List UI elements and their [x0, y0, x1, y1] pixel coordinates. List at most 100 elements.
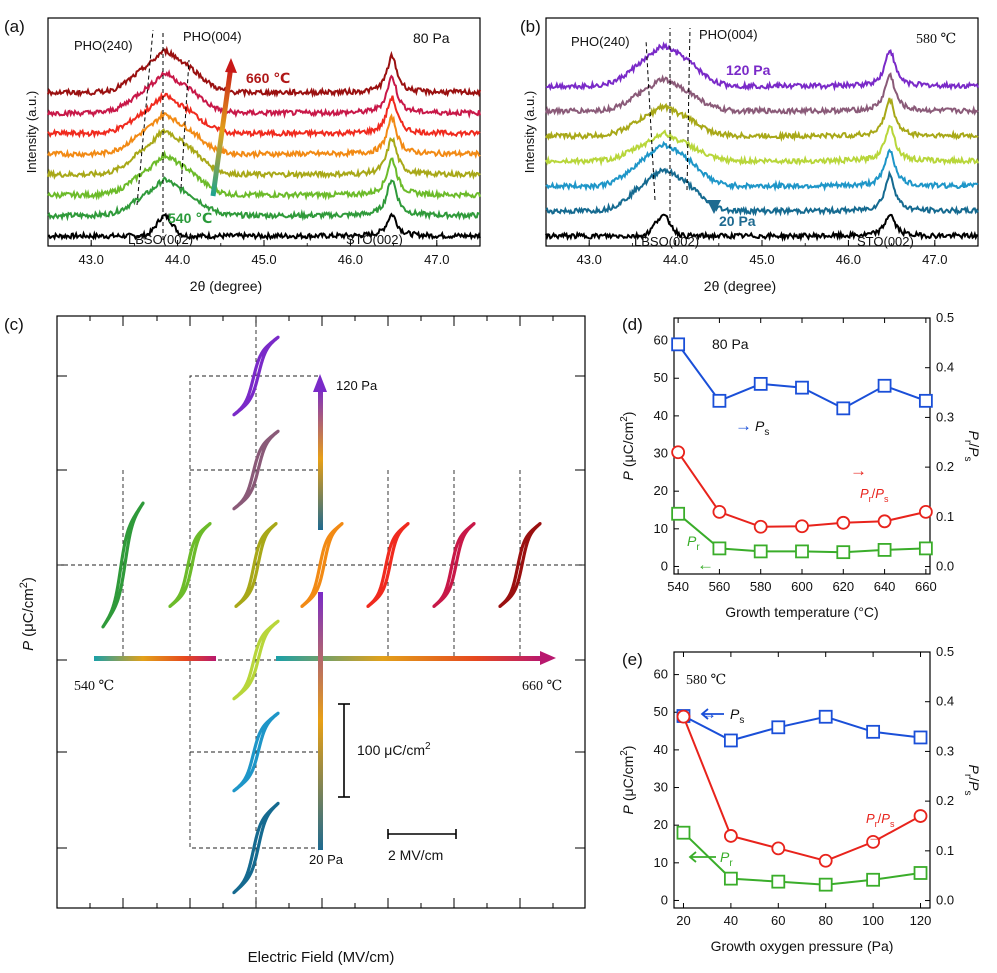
panel-label-b: (b)	[520, 17, 541, 36]
hysteresis-loop-pressure	[232, 619, 280, 701]
guide-lines-b	[645, 27, 691, 225]
y2-tick-label-d: 0.4	[936, 360, 954, 375]
marker-pr-ps-e	[866, 834, 881, 849]
y2-tick-label-d: 0.3	[936, 409, 954, 424]
xrd-curve-b	[545, 72, 979, 117]
panel-label-d: (d)	[622, 315, 643, 334]
marker-pr-ps-d	[836, 515, 851, 530]
xrd-curve-a	[47, 69, 481, 119]
hysteresis-loop-temperature	[300, 522, 344, 608]
panel-d-temperature: (d) 540 560 580 600 620 640 660 0 10 20 30 40 50 60 0.…	[619, 310, 982, 620]
top-label-a: 660 ℃	[246, 70, 290, 86]
y2-tick-label-d: 0.2	[936, 459, 954, 474]
marker-pr-ps-e	[913, 809, 928, 823]
x-ticks-a: 43.0 44.0 45.0 46.0 47.0	[47, 240, 481, 267]
y-tick-label-e: 50	[654, 704, 668, 719]
hysteresis-loop-pressure	[232, 429, 280, 511]
label-lbso-b: LBSO(002)	[634, 234, 699, 249]
label-pho240-b: PHO(240)	[571, 34, 630, 49]
hysteresis-loop-pressure	[232, 335, 280, 417]
y-axis-title-a: Intensity (a.u.)	[24, 91, 39, 173]
y2-axis-title-e: Pr/Ps	[962, 765, 982, 796]
panel-a-xrd: (a) 43.0 44.0 45.0 46.0 47.0 PHO(240) PHO(00…	[4, 17, 481, 294]
bottom-label-a: 540 ℃	[168, 210, 212, 226]
marker-pr-e	[676, 825, 691, 840]
marker-ps-e	[913, 730, 928, 745]
marker-pr-d	[877, 543, 892, 557]
temperature-axis-right-c	[276, 656, 542, 661]
xrd-curve-b	[545, 140, 979, 192]
series-line-ps-e	[683, 715, 921, 742]
marker-ps-d	[671, 337, 686, 352]
x-axis-title-b: 2θ (degree)	[704, 278, 776, 294]
xrd-curve-b	[545, 167, 979, 217]
x-tick-label-e: 40	[724, 913, 738, 928]
hysteresis-loop-temperature	[432, 522, 476, 608]
xrd-curves-b	[545, 41, 979, 243]
scale-bar-x-c	[387, 829, 457, 839]
x-tick-label-a: 47.0	[424, 252, 449, 267]
x-tick-label-e: 120	[910, 913, 932, 928]
y2-tick-label-d: 0.1	[936, 509, 954, 524]
pressure-box-c	[189, 375, 318, 849]
x-tick-label-d: 600	[791, 579, 813, 594]
marker-pr-d	[795, 544, 809, 559]
label-pho004-a: PHO(004)	[183, 29, 242, 44]
series-e	[676, 708, 928, 892]
pressure-axis-head-c	[313, 374, 327, 392]
x-tick-label-b: 44.0	[663, 252, 688, 267]
x-ticks-b: 43.0 44.0 45.0 46.0 47.0	[545, 240, 979, 267]
ratio-arrow-d: →	[850, 461, 867, 480]
panel-e-pressure: (e) 20 40 60 80 100 120 0 10 20 30 40 50 60 0.0 0.1 0.2…	[619, 644, 982, 954]
guide-line-pho004-b	[686, 27, 691, 191]
temperature-end-label-c: 660 ℃	[522, 679, 562, 694]
panel-b-xrd: (b) 43.0 44.0 45.0 46.0 47.0 PHO(240) PHO(00…	[520, 17, 979, 294]
guide-line-pho240-a	[136, 29, 154, 206]
marker-ps-d	[753, 376, 768, 391]
y-tick-label-e: 60	[654, 667, 668, 682]
x-tick-label-e: 20	[676, 913, 690, 928]
hysteresis-loop-temperature	[498, 522, 542, 608]
xrd-curve-b	[545, 41, 979, 92]
label-pho004-b: PHO(004)	[699, 27, 758, 42]
x-tick-label-d: 560	[709, 579, 731, 594]
marker-pr-e	[723, 871, 738, 886]
guide-lines-a	[136, 29, 190, 240]
ratio-arrow-e: →	[867, 827, 884, 846]
marker-pr-ps-d	[877, 514, 892, 529]
marker-ps-d	[836, 401, 851, 416]
pressure-axis-bottom-c	[318, 592, 323, 850]
ps-arrow-e	[700, 708, 724, 720]
ps-annotation-d: → Ps	[735, 416, 769, 438]
marker-pr-ps-e	[723, 829, 738, 843]
x-tick-label-a: 43.0	[79, 252, 104, 267]
xrd-curve-a	[47, 91, 481, 140]
series-d	[671, 337, 933, 560]
scale-bar-y-c	[338, 703, 350, 798]
plot-frame-c	[56, 315, 586, 909]
hysteresis-loops-c	[101, 335, 542, 895]
hysteresis-loop-pressure	[232, 801, 280, 895]
temperature-arrow-head-a	[225, 58, 237, 73]
x-tick-label-e: 80	[818, 913, 832, 928]
xrd-curves-a	[47, 45, 481, 242]
pressure-bottom-label-c: 20 Pa	[309, 852, 344, 867]
marker-pr-e	[866, 872, 881, 887]
marker-pr-ps-d	[712, 504, 727, 519]
x-tick-label-d: 540	[667, 579, 689, 594]
y-axis-title-d: P(μC/cm2)	[619, 412, 636, 481]
y-axis-title-c: P(μC/cm2)	[18, 577, 37, 651]
y2-tick-label-d: 0.0	[936, 559, 954, 574]
x-tick-label-a: 44.0	[165, 252, 190, 267]
y-tick-label-d: 20	[654, 483, 668, 498]
ps-label-e: Ps	[730, 706, 744, 726]
axes-d: 540 560 580 600 620 640 660 0 10 20 30 40 50 60 0.0 0.1…	[654, 310, 955, 594]
marker-pr-ps-d	[753, 519, 768, 534]
panel-c-hysteresis: (c) 120 Pa 20 Pa 540 ℃ 660 ℃	[4, 315, 586, 966]
marker-pr-e	[771, 874, 786, 889]
pr-arrow-d: →	[697, 555, 714, 574]
y2-tick-label-e: 0.1	[936, 843, 954, 858]
marker-pr-ps-e	[676, 709, 691, 724]
guide-line-pho240-b	[645, 39, 656, 201]
y-tick-label-e: 0	[661, 892, 668, 907]
